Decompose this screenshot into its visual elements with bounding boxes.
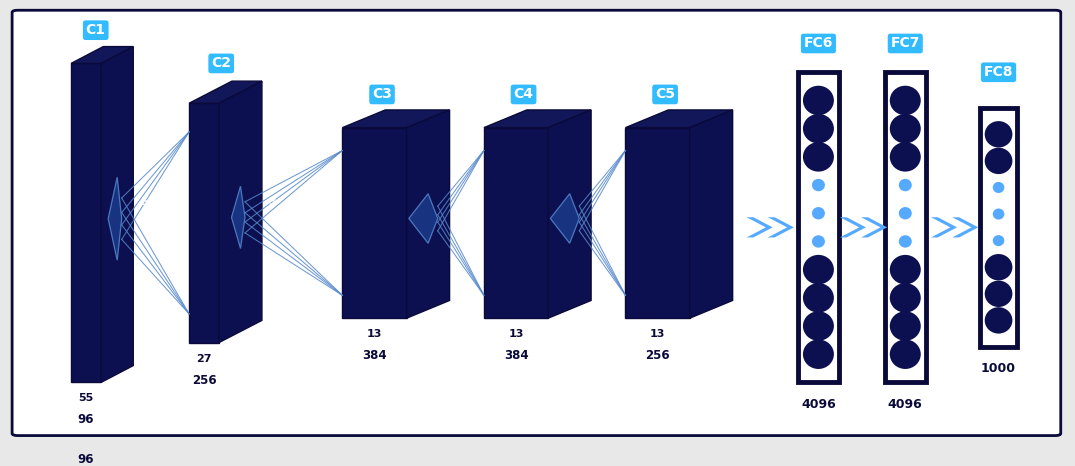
Polygon shape xyxy=(189,81,262,103)
Ellipse shape xyxy=(890,142,921,171)
Ellipse shape xyxy=(803,311,834,341)
Text: 3: 3 xyxy=(456,201,463,212)
Polygon shape xyxy=(231,186,245,248)
Polygon shape xyxy=(71,63,101,383)
Polygon shape xyxy=(746,217,773,238)
Text: 13: 13 xyxy=(318,195,333,205)
Polygon shape xyxy=(626,128,690,318)
Text: C5: C5 xyxy=(655,88,675,102)
Ellipse shape xyxy=(890,86,921,115)
Text: 256: 256 xyxy=(645,349,670,362)
Text: 27: 27 xyxy=(197,354,212,363)
Ellipse shape xyxy=(985,281,1013,307)
Text: 384: 384 xyxy=(504,349,529,362)
Polygon shape xyxy=(484,110,591,128)
Ellipse shape xyxy=(803,255,834,284)
Text: 256: 256 xyxy=(191,374,216,387)
Polygon shape xyxy=(406,110,449,318)
Text: 3: 3 xyxy=(269,197,276,207)
Text: 55: 55 xyxy=(78,393,94,404)
Text: C1: C1 xyxy=(86,23,105,37)
Text: 3: 3 xyxy=(598,217,605,226)
Bar xyxy=(798,72,838,383)
Polygon shape xyxy=(101,47,133,383)
Text: 13: 13 xyxy=(602,195,617,205)
Text: C3: C3 xyxy=(372,88,392,102)
Text: 13: 13 xyxy=(460,195,475,205)
Text: C4: C4 xyxy=(514,88,533,102)
Polygon shape xyxy=(952,217,978,238)
Text: 5: 5 xyxy=(140,197,147,207)
Text: 13: 13 xyxy=(508,329,524,339)
Polygon shape xyxy=(109,177,121,260)
Ellipse shape xyxy=(803,339,834,369)
Polygon shape xyxy=(189,103,219,343)
Ellipse shape xyxy=(803,86,834,115)
Text: 27: 27 xyxy=(164,189,181,199)
Polygon shape xyxy=(71,47,133,63)
Text: 1000: 1000 xyxy=(981,363,1016,376)
Text: 3: 3 xyxy=(456,217,463,226)
Ellipse shape xyxy=(890,311,921,341)
Polygon shape xyxy=(861,217,887,238)
Ellipse shape xyxy=(899,207,912,219)
Text: 5: 5 xyxy=(140,222,147,232)
Polygon shape xyxy=(690,110,733,318)
Text: 55: 55 xyxy=(47,179,62,190)
Text: 3: 3 xyxy=(269,216,276,226)
Polygon shape xyxy=(484,128,548,318)
Ellipse shape xyxy=(985,307,1013,334)
Polygon shape xyxy=(548,110,591,318)
Text: C2: C2 xyxy=(211,56,231,70)
Ellipse shape xyxy=(803,114,834,144)
Text: FC7: FC7 xyxy=(890,36,920,50)
Ellipse shape xyxy=(890,255,921,284)
Ellipse shape xyxy=(803,283,834,313)
Text: 96: 96 xyxy=(77,453,95,466)
Ellipse shape xyxy=(890,283,921,313)
Ellipse shape xyxy=(890,114,921,144)
Text: FC6: FC6 xyxy=(804,36,833,50)
Polygon shape xyxy=(768,217,793,238)
Polygon shape xyxy=(840,217,866,238)
Ellipse shape xyxy=(985,121,1013,148)
Polygon shape xyxy=(342,110,449,128)
Ellipse shape xyxy=(812,235,825,247)
Ellipse shape xyxy=(899,235,912,247)
Ellipse shape xyxy=(985,254,1013,281)
Ellipse shape xyxy=(985,148,1013,174)
Bar xyxy=(980,108,1017,347)
Polygon shape xyxy=(219,81,262,343)
Text: 13: 13 xyxy=(650,329,665,339)
Polygon shape xyxy=(342,128,406,318)
Ellipse shape xyxy=(803,142,834,171)
Bar xyxy=(885,72,926,383)
Text: 4096: 4096 xyxy=(801,398,835,411)
Ellipse shape xyxy=(992,208,1004,219)
Text: 384: 384 xyxy=(362,349,387,362)
Ellipse shape xyxy=(890,339,921,369)
Ellipse shape xyxy=(812,207,825,219)
Ellipse shape xyxy=(899,179,912,191)
Text: FC8: FC8 xyxy=(984,65,1014,79)
Ellipse shape xyxy=(992,182,1004,193)
Text: 13: 13 xyxy=(367,329,383,339)
Ellipse shape xyxy=(992,235,1004,246)
Text: 3: 3 xyxy=(598,201,605,212)
Polygon shape xyxy=(626,110,733,128)
Polygon shape xyxy=(931,217,957,238)
Polygon shape xyxy=(550,194,579,243)
FancyBboxPatch shape xyxy=(12,10,1061,436)
Polygon shape xyxy=(408,194,438,243)
Text: 96: 96 xyxy=(77,413,95,426)
Text: 4096: 4096 xyxy=(888,398,922,411)
Ellipse shape xyxy=(812,179,825,191)
